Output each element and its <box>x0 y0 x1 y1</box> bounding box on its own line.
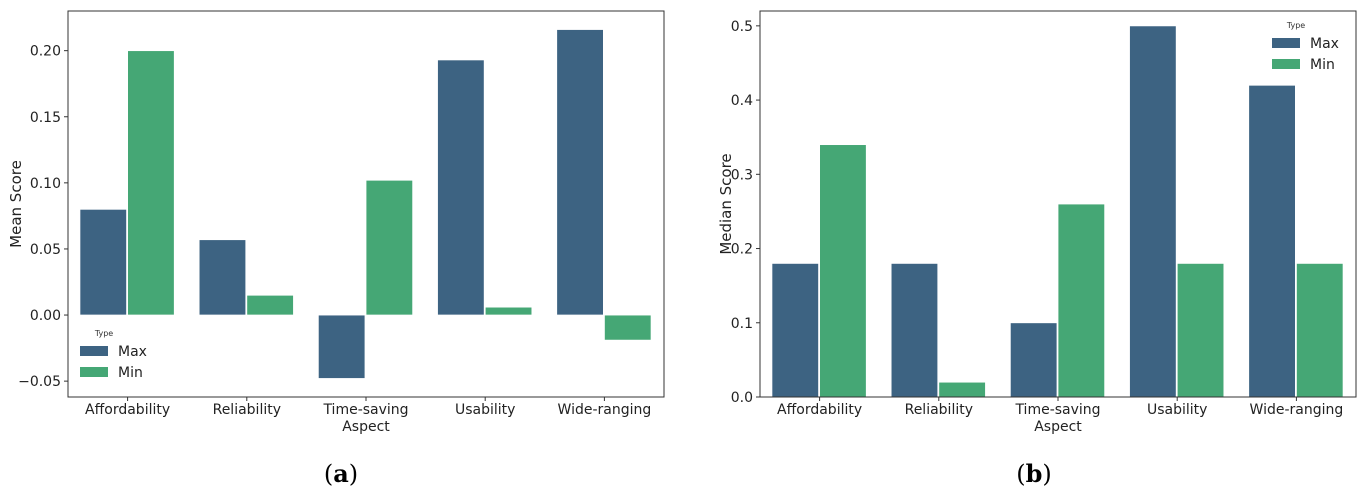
bar-max-2 <box>317 314 366 379</box>
bar-max-0 <box>79 208 127 316</box>
y-axis-label: Median Score <box>717 153 735 254</box>
x-tick-label: Aspect <box>1034 419 1082 435</box>
legend-swatch-max <box>1272 38 1300 48</box>
legend-label-max: Max <box>118 344 147 360</box>
legend-title: Type <box>94 329 113 338</box>
bar-min-3 <box>1176 262 1225 398</box>
bar-max-1 <box>890 262 939 398</box>
legend-swatch-max <box>80 346 108 356</box>
y-tick-label: 0.05 <box>30 242 61 258</box>
bar-max-3 <box>437 59 485 316</box>
bar-min-0 <box>819 144 867 398</box>
x-tick-label: Time-saving <box>1014 402 1100 418</box>
y-tick-label: 0.15 <box>30 110 61 126</box>
chart-panel-a: 0.20 0.15 0.10 0.05 0.00 −0.05 Affordability Re… <box>7 10 665 488</box>
y-tick-label: −0.05 <box>18 374 61 390</box>
legend-label-max: Max <box>1310 36 1339 52</box>
chart-panel-b: 0.5 0.4 0.3 0.2 0.1 0.0 Affordability Reliabili… <box>717 10 1357 488</box>
bar-min-2 <box>365 179 414 316</box>
y-tick-label: 0.10 <box>30 176 61 192</box>
bar-min-1 <box>938 381 986 398</box>
legend: Type Max Min <box>80 329 147 381</box>
bar-max-0 <box>771 262 819 398</box>
y-tick-label: 0.2 <box>731 242 753 258</box>
x-tick-label: Reliability <box>905 402 973 418</box>
legend-label-min: Min <box>118 365 143 381</box>
bar-min-3 <box>484 306 533 316</box>
bar-min-1 <box>246 294 294 316</box>
bar-max-1 <box>198 239 247 316</box>
x-tick-label: Aspect <box>342 419 390 435</box>
x-tick-label: Affordability <box>85 402 170 418</box>
bar-max-3 <box>1129 25 1177 398</box>
panel-caption: (a) <box>324 459 358 488</box>
bar-min-4 <box>1296 262 1344 398</box>
y-tick-label: 0.5 <box>731 19 753 35</box>
legend: Type Max Min <box>1272 21 1339 73</box>
bar-max-4 <box>1248 84 1296 398</box>
x-tick-label: Reliability <box>213 402 281 418</box>
panel-caption: (b) <box>1016 459 1052 488</box>
x-tick-label: Usability <box>455 402 515 418</box>
y-tick-label: 0.1 <box>731 316 753 332</box>
legend-label-min: Min <box>1310 57 1335 73</box>
bar-max-2 <box>1009 322 1058 398</box>
bar-min-4 <box>604 314 652 341</box>
x-tick-label: Wide-ranging <box>1250 402 1344 418</box>
bar-min-2 <box>1057 203 1106 398</box>
bar-min-0 <box>127 50 175 316</box>
legend-swatch-min <box>80 367 108 377</box>
y-axis-label: Mean Score <box>7 160 25 248</box>
y-tick-label: 0.00 <box>30 308 61 324</box>
x-tick-label: Affordability <box>777 402 862 418</box>
y-tick-label: 0.3 <box>731 167 753 183</box>
bar-max-4 <box>556 29 604 316</box>
y-tick-label: 0.0 <box>731 390 753 406</box>
y-tick-label: 0.20 <box>30 44 61 60</box>
legend-title: Type <box>1286 21 1305 30</box>
legend-swatch-min <box>1272 59 1300 69</box>
x-tick-label: Wide-ranging <box>558 402 652 418</box>
x-tick-label: Time-saving <box>322 402 408 418</box>
x-tick-label: Usability <box>1147 402 1207 418</box>
y-tick-label: 0.4 <box>731 93 753 109</box>
